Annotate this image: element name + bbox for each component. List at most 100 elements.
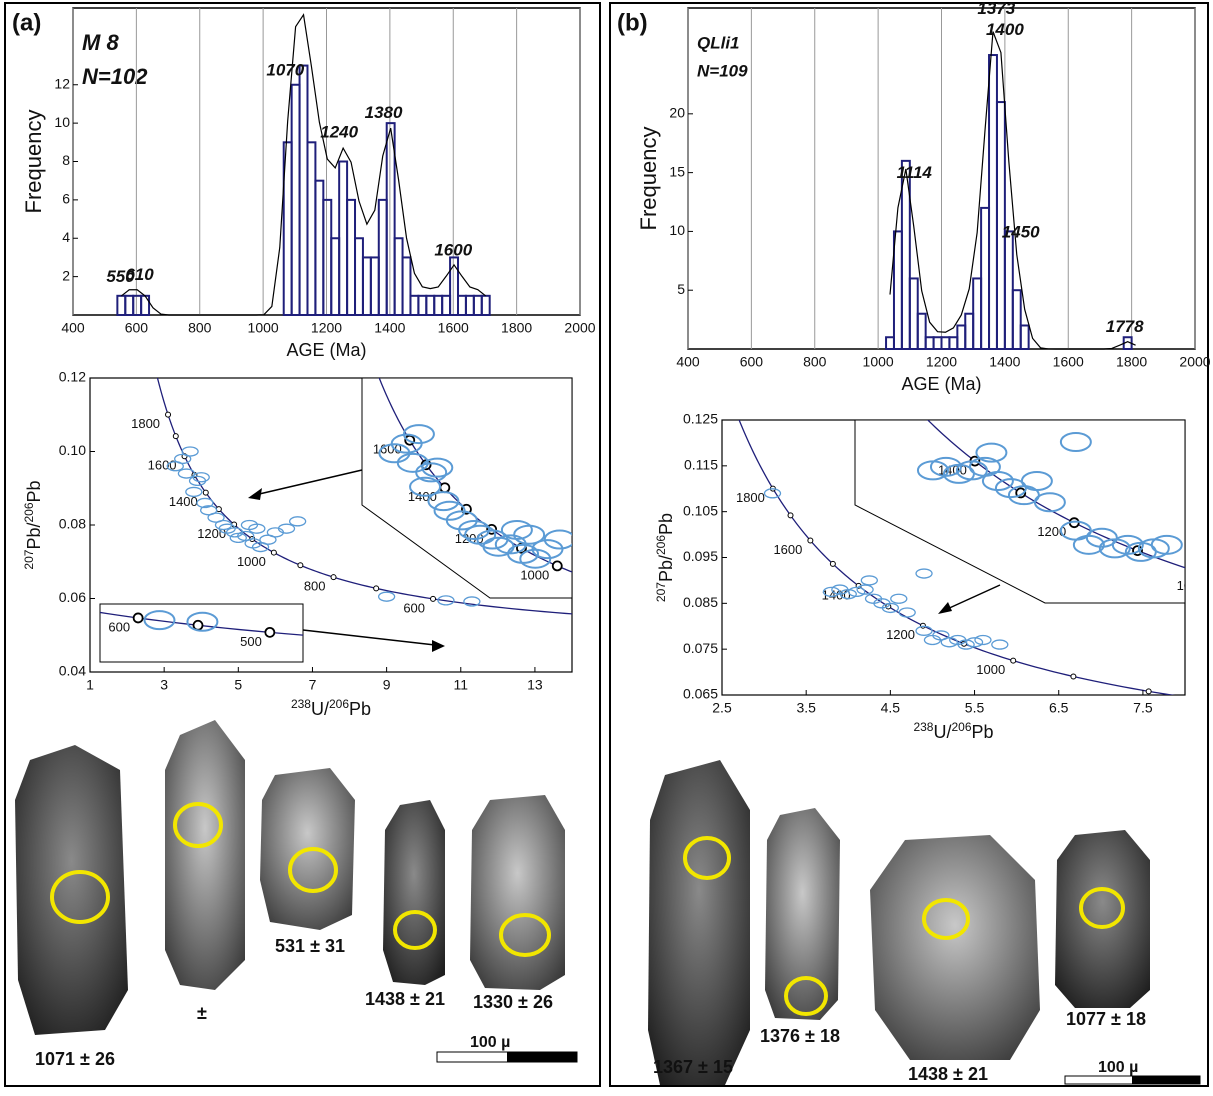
label-part: 206 [22,502,36,522]
label-part: 207 [654,582,668,602]
data-ellipse [143,610,176,631]
spot [499,913,551,957]
x-axis-label: 238U/206Pb [291,697,371,719]
arrow-head [248,488,262,500]
x-tick-label: 11 [453,677,468,693]
x-tick-label: 1000 [863,354,894,370]
age-label: 1400 [169,494,198,509]
x-axis-label: AGE (Ma) [901,374,981,394]
bar [885,336,895,351]
peak-label: 1400 [986,20,1024,39]
bar [916,312,927,351]
peak-label: 610 [125,265,154,284]
zircon-grains [15,720,1150,1085]
bar [330,237,341,316]
sample-count: N=109 [697,61,748,80]
x-tick-label: 6.5 [1049,700,1069,716]
panel-frame [4,2,601,1087]
y-tick-label: 0.105 [683,502,718,518]
label-part: 207 [22,549,36,569]
bar [940,336,951,351]
data-ellipse [848,586,866,598]
bar [140,294,151,316]
spot [784,976,828,1016]
age-label: 1600 [773,542,802,557]
x-tick-label: 400 [61,320,85,336]
bar [980,206,991,350]
data-ellipse [240,519,259,531]
age-tick [1070,673,1077,680]
x-tick-label: 800 [188,320,212,336]
grain-age: ± [197,1003,207,1023]
y-tick-label: 10 [54,114,70,130]
peak-label: 1070 [266,61,304,80]
y-tick-label: 20 [669,105,685,121]
y-tick-label: 8 [62,152,70,168]
peak-label: 1450 [1002,223,1040,242]
data-ellipse [500,519,533,540]
x-tick-label: 4.5 [881,700,901,716]
grain-age: 1367 ± 15 [653,1057,733,1077]
panel-label: (a) [12,9,41,36]
y-tick-label: 0.08 [59,516,86,532]
x-tick-label: 400 [676,354,700,370]
data-ellipse [991,639,1009,650]
age-tick [1010,657,1017,664]
density-curve [889,31,1136,350]
x-tick-label: 2000 [1179,354,1210,370]
age-tick [1209,572,1213,581]
data-ellipse [174,453,192,465]
y-tick-label: 0.075 [683,640,718,656]
x-tick-label: 3.5 [796,700,816,716]
spot [1079,887,1125,929]
age-label: 1000 [237,554,266,569]
grain-age: 1071 ± 26 [35,1049,115,1069]
age-tick [172,433,179,440]
bar [900,159,911,350]
data-ellipse [543,529,572,550]
age-label: 1800 [131,416,160,431]
x-axis-label: AGE (Ma) [286,340,366,360]
grain-age: 1438 ± 21 [908,1064,988,1084]
x-tick-label: 1000 [248,320,279,336]
age-tick [919,622,926,629]
data-ellipse [199,505,218,516]
data-ellipse [1059,520,1092,541]
bar [409,294,420,316]
bar [464,294,475,316]
age-tick [330,574,337,581]
label-part: 238 [913,720,933,734]
zircon [870,835,1040,1060]
x-tick-label: 1600 [438,320,469,336]
grain-age: 1077 ± 18 [1066,1009,1146,1029]
x-tick-label: 1200 [926,354,957,370]
x-tick-label: 5 [234,677,242,693]
data-ellipse [402,424,435,445]
data-ellipse [915,625,933,636]
bar [338,160,349,316]
grain-age: 1330 ± 26 [473,992,553,1012]
spot [922,898,970,940]
zircon [765,808,840,1020]
x-tick-label: 1800 [501,320,532,336]
bar [298,64,309,316]
data-ellipse [186,611,219,632]
x-tick-label: 1400 [374,320,405,336]
zircon [165,720,245,990]
y-axis-label: Frequency [636,127,661,231]
age-tick [807,537,814,544]
peak-label: 1120 [283,0,320,4]
spot [288,847,338,893]
age-tick [1145,688,1152,695]
inset-arrow [254,469,363,496]
bar [472,294,483,316]
data-ellipse [251,541,270,553]
x-tick-label: 2.5 [712,700,732,716]
bar [908,277,919,350]
x-tick-label: 600 [125,320,149,336]
peak-label: 1373 [977,0,1015,18]
bar [433,294,444,316]
y-tick-label: 0.04 [59,663,86,679]
zircon [383,800,445,985]
